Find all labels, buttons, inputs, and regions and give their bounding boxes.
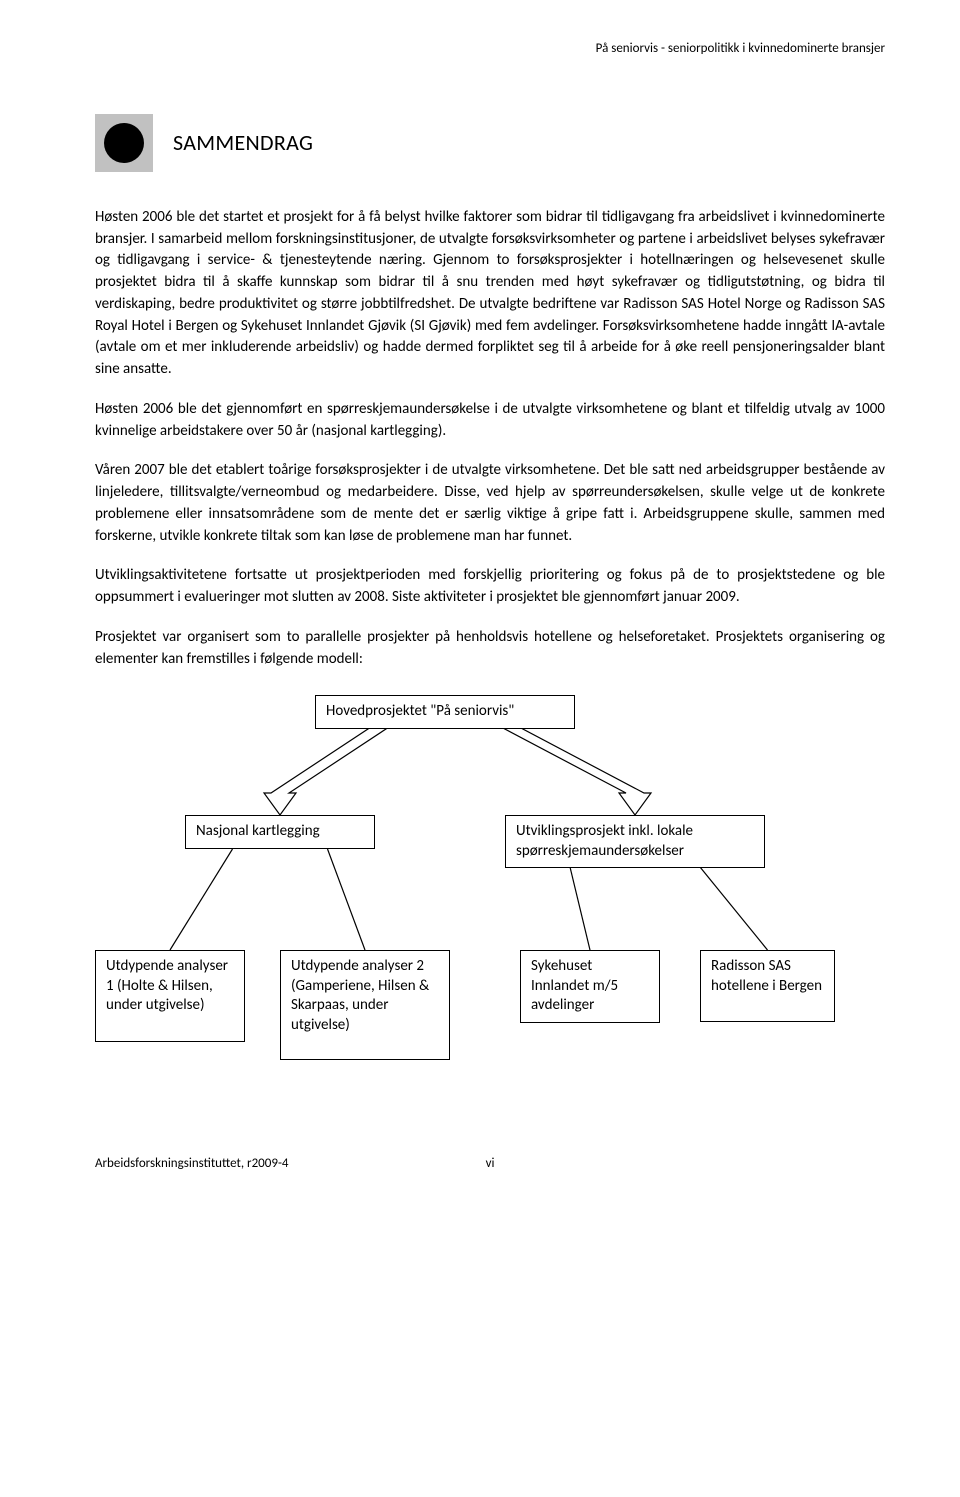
circle-icon [104, 123, 144, 163]
diagram-node-n2: Utviklingsprosjekt inkl. lokale spørresk… [505, 815, 765, 868]
org-diagram: Hovedprosjektet "På seniorvis" Nasjonal k… [95, 695, 885, 1115]
page-title: SAMMENDRAG [173, 127, 313, 159]
page-footer: Arbeidsforskningsinstituttet, r2009-4 vi [95, 1155, 885, 1174]
paragraph-5: Prosjektet var organisert som to paralle… [95, 627, 885, 671]
diagram-node-l2: Utdypende analyser 2 (Gamperiene, Hilsen… [280, 950, 450, 1060]
running-header: På seniorvis - seniorpolitikk i kvinnedo… [95, 40, 885, 59]
paragraph-3: Våren 2007 ble det etablert toårige fors… [95, 460, 885, 547]
title-row: SAMMENDRAG [95, 114, 885, 172]
footer-left: Arbeidsforskningsinstituttet, r2009-4 [95, 1155, 289, 1174]
diagram-node-l3: Sykehuset Innlandet m/5 avdelinger [520, 950, 660, 1023]
paragraph-2: Høsten 2006 ble det gjennomført en spørr… [95, 399, 885, 443]
diagram-connectors [95, 695, 885, 1115]
paragraph-4: Utviklingsaktivitetene fortsatte ut pros… [95, 565, 885, 609]
page-number: vi [486, 1155, 495, 1174]
bullet-icon [95, 114, 153, 172]
diagram-node-l4: Radisson SAS hotellene i Bergen [700, 950, 835, 1022]
paragraph-1: Høsten 2006 ble det startet et prosjekt … [95, 207, 885, 381]
diagram-node-n1: Nasjonal kartlegging [185, 815, 375, 849]
diagram-node-root: Hovedprosjektet "På seniorvis" [315, 695, 575, 729]
diagram-node-l1: Utdypende analyser 1 (Holte & Hilsen, un… [95, 950, 245, 1042]
